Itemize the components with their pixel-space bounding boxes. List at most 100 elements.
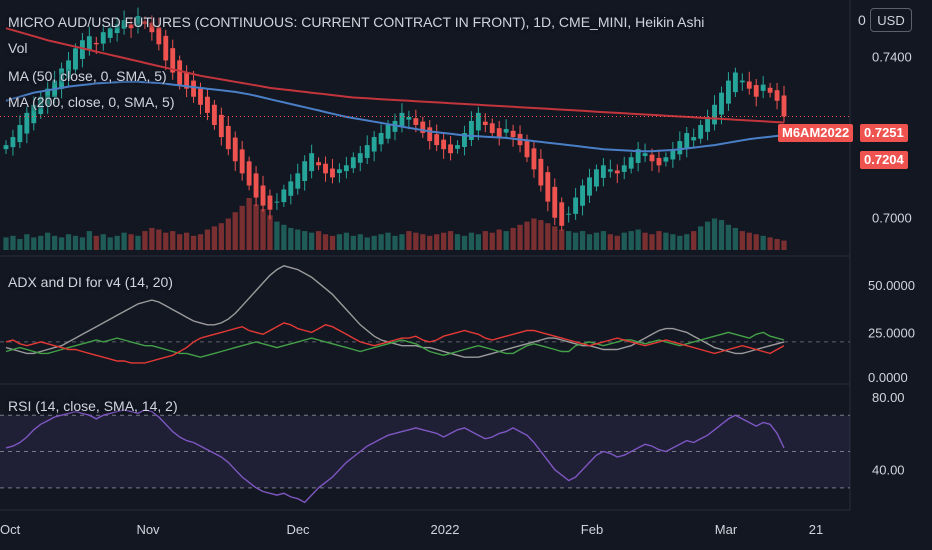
ma200-line: [5, 27, 785, 124]
volume-bar: [232, 212, 238, 250]
candle-body: [100, 32, 106, 44]
volume-bar: [475, 234, 481, 250]
candle-body: [642, 153, 648, 157]
legend-ma200[interactable]: MA (200, close, 0, SMA, 5): [8, 94, 175, 110]
volume-bar: [336, 234, 343, 250]
candle-body: [135, 16, 141, 27]
volume-bar: [343, 232, 350, 250]
legend-rsi[interactable]: RSI (14, close, SMA, 14, 2): [8, 398, 178, 414]
candle-body: [281, 189, 287, 203]
grid-lines: [0, 0, 851, 511]
volume-bar: [427, 235, 433, 250]
di-minus-line: [5, 322, 785, 364]
candle-body: [531, 148, 537, 170]
candle-body: [253, 173, 259, 198]
candle-body: [93, 42, 99, 45]
volume-bar: [621, 232, 627, 250]
candle-body: [163, 35, 169, 61]
scale-zero-label: 0: [858, 12, 866, 28]
candle-body: [503, 129, 509, 133]
volume-bar: [309, 232, 315, 250]
volume-bar: [58, 237, 65, 250]
candle-body: [364, 145, 370, 158]
volume-bar: [691, 231, 697, 250]
candle-body: [232, 137, 238, 162]
volume-bar: [378, 234, 384, 250]
volume-bar: [3, 237, 9, 250]
candle-body: [191, 80, 196, 97]
volume-bar: [364, 237, 370, 250]
volume-bar: [711, 218, 718, 250]
candle-body: [302, 161, 308, 181]
volume-bar: [566, 231, 572, 250]
volume-bar: [142, 231, 148, 250]
volume-bar: [454, 234, 461, 250]
currency-button[interactable]: USD: [870, 8, 912, 32]
volume-bar: [100, 234, 106, 250]
candle-body: [524, 139, 530, 158]
candle-body: [10, 137, 16, 148]
price-tick-label: 0.7000: [872, 211, 912, 226]
candle-body: [746, 81, 752, 89]
volume-bar: [350, 235, 356, 250]
candle-body: [670, 149, 676, 160]
ma-tag: 0.7204: [860, 151, 908, 169]
volume-bar: [156, 229, 162, 250]
volume-bar: [607, 234, 613, 250]
volume-bar: [593, 232, 600, 250]
volume-bar: [559, 229, 565, 250]
candle-body: [73, 48, 78, 70]
time-tick-label: 21: [809, 522, 823, 537]
time-tick-label: Oct: [0, 522, 21, 537]
candle-body: [211, 104, 217, 125]
candle-body: [205, 96, 210, 113]
candle-body: [17, 124, 23, 143]
candle-body: [427, 127, 433, 142]
candle-body: [496, 128, 502, 138]
volume-bar: [718, 220, 725, 250]
legend-vol[interactable]: Vol: [8, 40, 28, 56]
volume-bar: [86, 231, 92, 250]
volume-bar: [17, 238, 23, 250]
candle-body: [538, 158, 544, 186]
volume-bar: [79, 237, 86, 250]
volume-bar: [510, 227, 516, 250]
volume-bar: [190, 235, 197, 250]
volume-bar: [781, 240, 787, 250]
candle-body: [378, 133, 384, 145]
time-tick-label: Mar: [715, 522, 738, 537]
volume-bar: [253, 204, 259, 250]
volume-bar: [281, 224, 287, 250]
candle-body: [753, 85, 759, 97]
candle-body: [385, 124, 391, 139]
candle-body: [413, 118, 419, 125]
legend-adx[interactable]: ADX and DI for v4 (14, 20): [8, 274, 173, 290]
candle-body: [288, 181, 294, 196]
candle-body: [635, 149, 641, 163]
candle-body: [357, 153, 363, 163]
candle-body: [24, 112, 30, 134]
volume-bar: [434, 234, 440, 250]
candle-body: [295, 173, 301, 189]
candle-body: [107, 28, 113, 38]
candle-body: [420, 121, 426, 134]
volume-bar: [517, 224, 523, 250]
volume-bar: [93, 235, 99, 250]
candle-body: [156, 27, 162, 45]
volume-bar: [211, 226, 218, 250]
volume-bar: [704, 221, 711, 250]
volume-bar: [225, 218, 231, 250]
volume-bar: [482, 231, 488, 250]
candle-body: [267, 195, 273, 210]
candle-body: [760, 84, 766, 91]
candle-body: [448, 144, 454, 154]
legend-ma50[interactable]: MA (50, close, 0, SMA, 5): [8, 68, 167, 84]
volume-bar: [239, 205, 245, 250]
candle-body: [406, 116, 412, 120]
moving-averages: [0, 27, 850, 153]
candle-body: [79, 40, 85, 59]
candle-body: [38, 96, 44, 115]
volume-bar: [579, 231, 586, 250]
axis-labels: 0.7000 0.7400 50.0000 25.0000 0.0000 80.00 40.…: [0, 49, 915, 537]
